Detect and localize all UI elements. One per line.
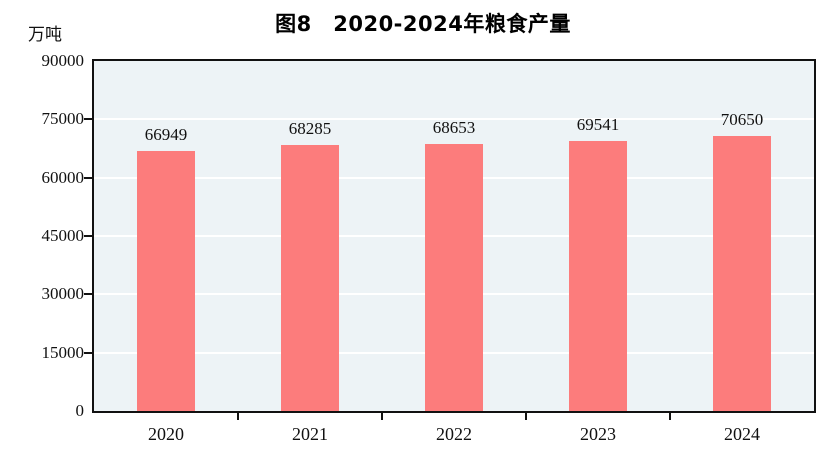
x-category-label: 2023 <box>580 424 616 444</box>
x-tick-mark <box>381 413 383 420</box>
x-category-label: 2020 <box>148 424 184 444</box>
bar-value-label: 68653 <box>432 118 476 138</box>
y-axis-unit-label: 万吨 <box>28 25 62 44</box>
y-tick-mark <box>84 293 92 296</box>
bar-2021 <box>281 145 339 411</box>
bar-2024 <box>713 136 771 411</box>
y-tick-mark <box>84 176 92 179</box>
gridline <box>94 118 814 121</box>
x-tick-mark <box>237 413 239 420</box>
x-tick-mark <box>525 413 527 420</box>
y-tick-label: 90000 <box>41 51 85 70</box>
y-tick-mark <box>84 118 92 121</box>
x-category-label: 2024 <box>724 424 760 444</box>
x-tick-mark <box>669 413 671 420</box>
chart-title: 图8 2020-2024年粮食产量 <box>275 12 571 36</box>
y-tick-label: 30000 <box>41 284 85 304</box>
y-tick-mark <box>84 235 92 237</box>
bar-2023 <box>569 140 627 411</box>
y-tick-mark <box>84 351 92 354</box>
bar-2022 <box>425 144 483 411</box>
x-category-label: 2022 <box>436 424 472 444</box>
bar-value-label: 69541 <box>576 114 620 134</box>
y-tick-label: 75000 <box>41 109 85 129</box>
y-tick-label: 60000 <box>41 167 85 187</box>
plot-area <box>92 59 816 413</box>
bar-value-label: 68285 <box>288 119 332 139</box>
y-tick-label: 0 <box>75 401 85 420</box>
y-tick-label: 45000 <box>41 226 85 245</box>
bar-value-label: 66949 <box>144 124 188 144</box>
y-tick-label: 15000 <box>41 342 85 362</box>
x-category-label: 2021 <box>292 424 328 444</box>
bar-value-label: 70650 <box>720 110 764 130</box>
bar-2020 <box>137 150 195 411</box>
